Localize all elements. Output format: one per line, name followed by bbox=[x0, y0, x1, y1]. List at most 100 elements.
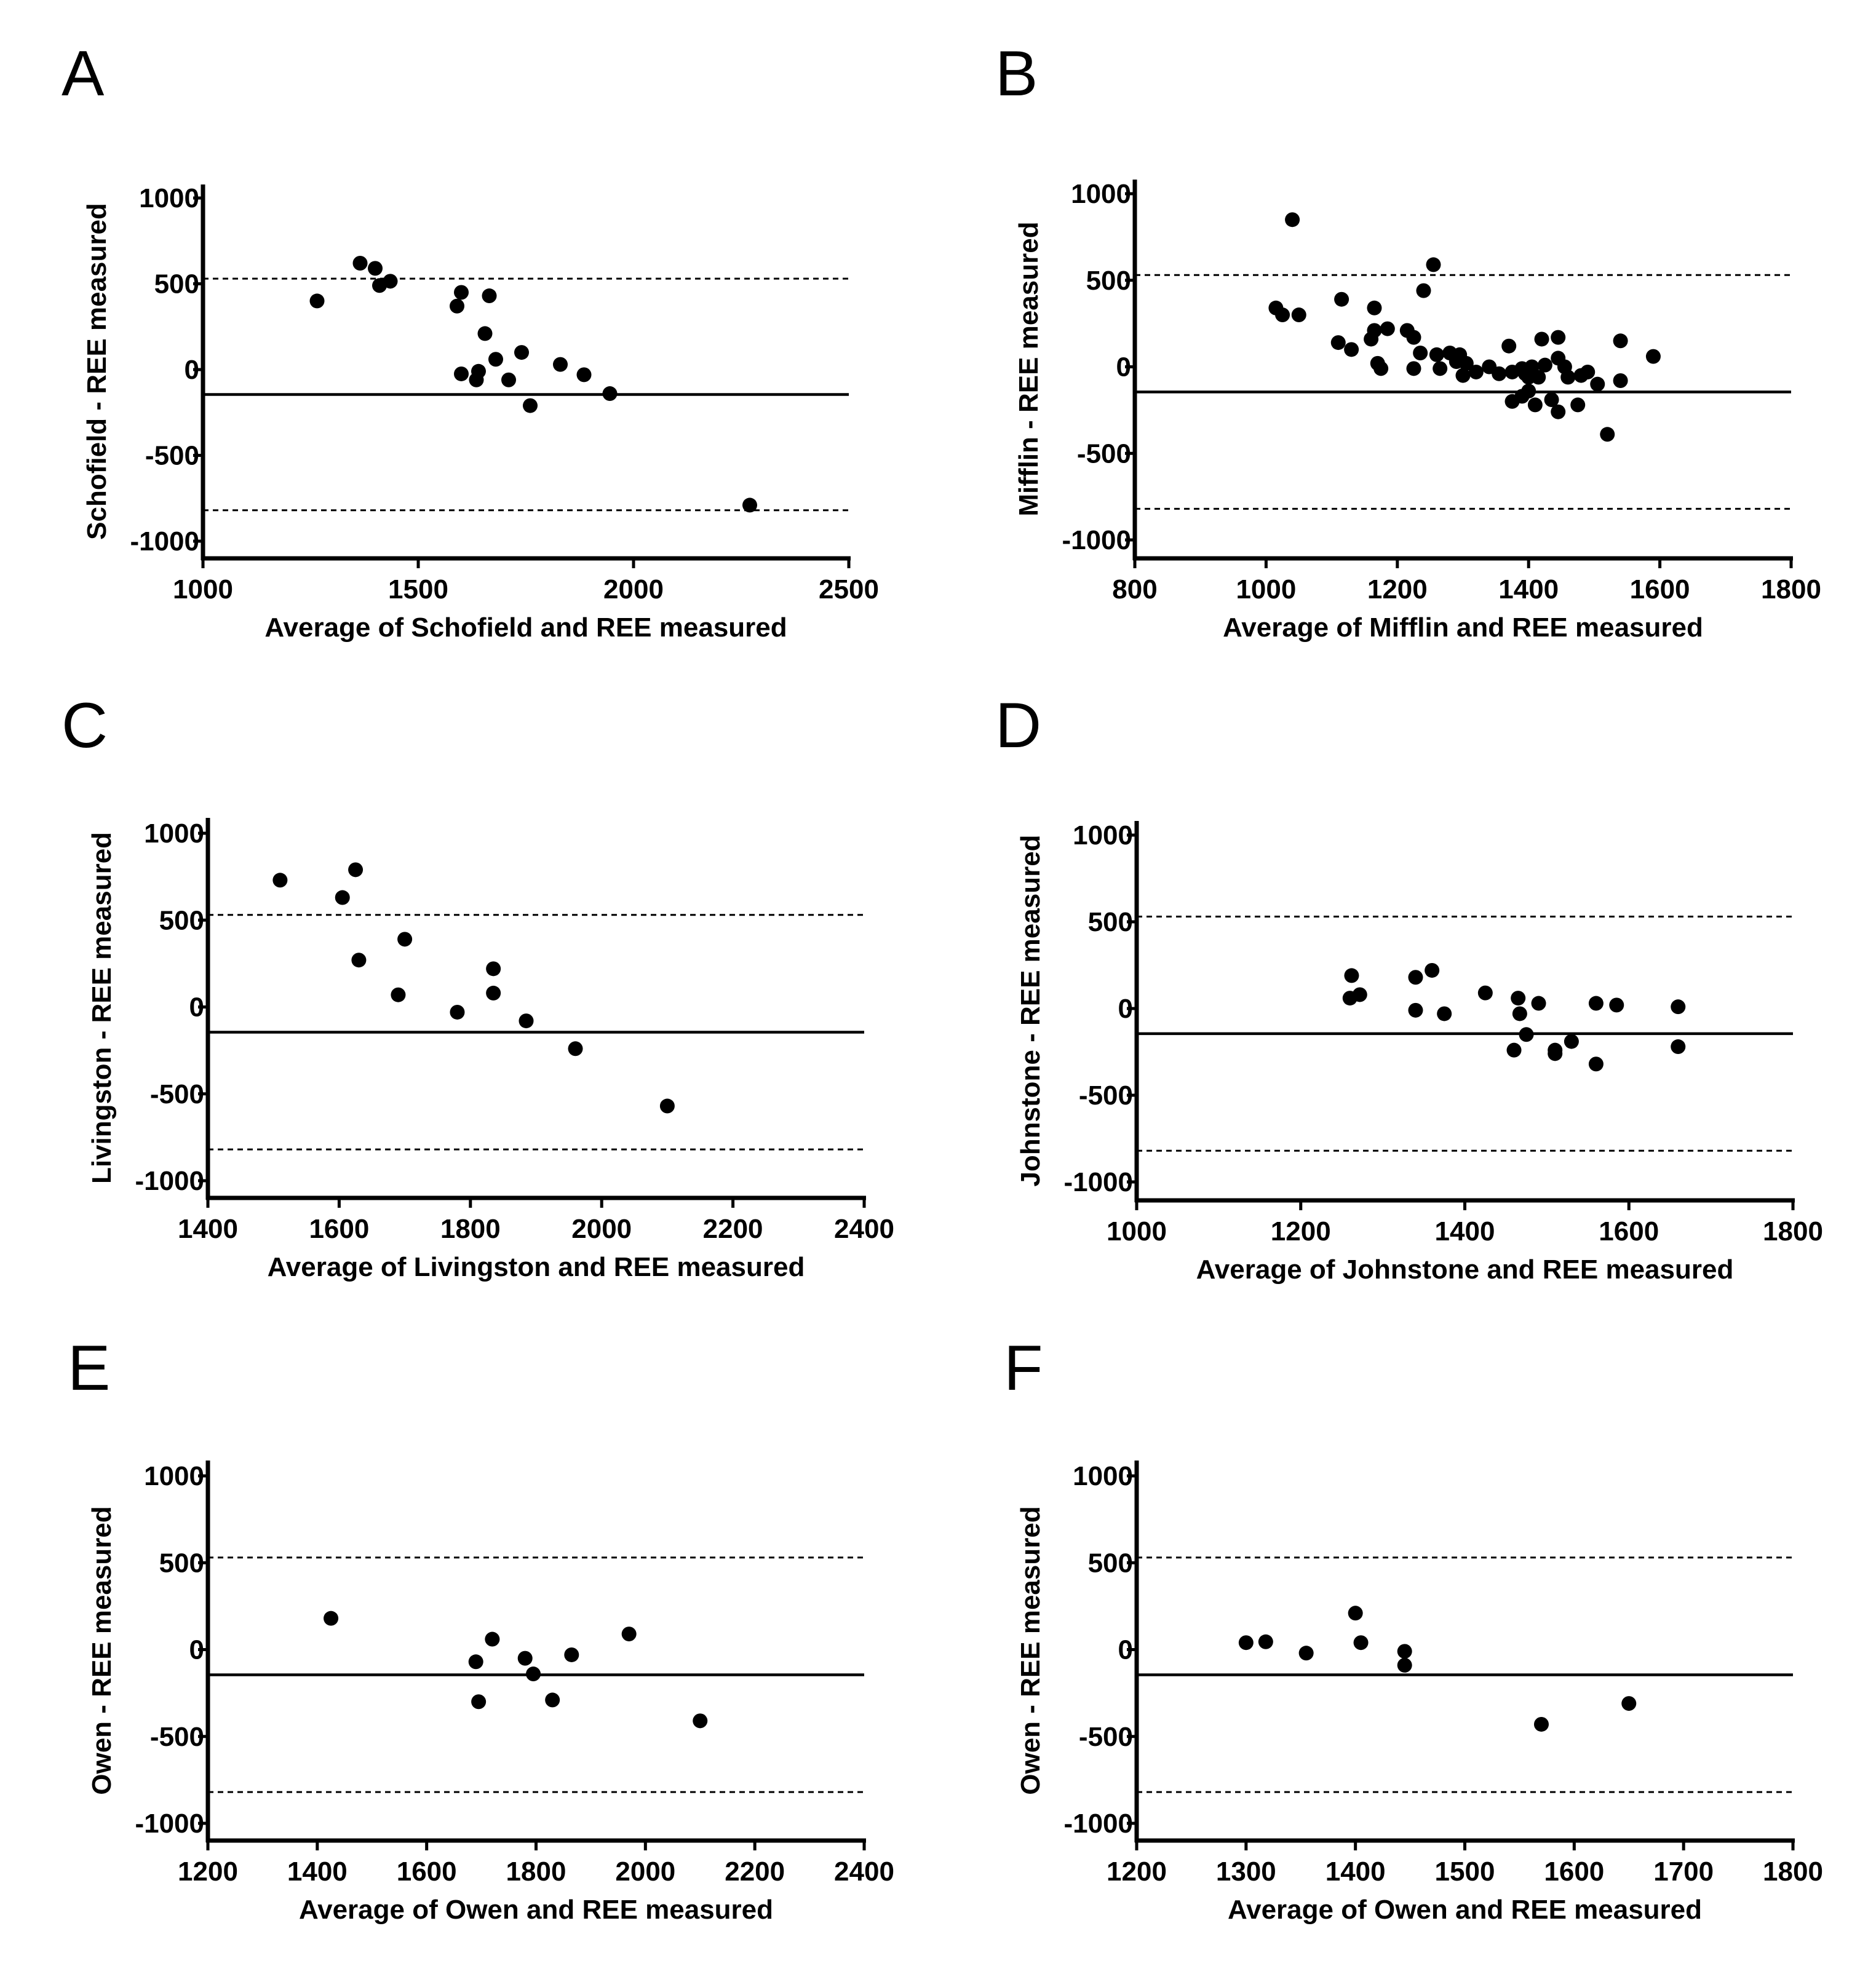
y-tick-label: -500 bbox=[1077, 438, 1131, 469]
data-point bbox=[1334, 291, 1349, 307]
data-point bbox=[1429, 347, 1444, 362]
x-tick-label: 1200 bbox=[1367, 574, 1428, 604]
data-point bbox=[1373, 361, 1389, 376]
x-tick-label: 1000 bbox=[173, 574, 233, 604]
data-point bbox=[1413, 345, 1428, 360]
data-point bbox=[1380, 321, 1395, 336]
x-axis-title: Average of Owen and REE measured bbox=[299, 1895, 773, 1925]
data-point bbox=[1468, 364, 1484, 379]
data-point bbox=[1397, 1644, 1412, 1659]
y-tick-label: -1000 bbox=[135, 1166, 204, 1196]
panel-a: A 1000 500 0 -500 -1000 1000 1500 2000 2500 Averag… bbox=[62, 38, 879, 643]
data-point bbox=[309, 293, 325, 309]
y-tick-label: 0 bbox=[185, 355, 199, 385]
data-point bbox=[454, 366, 469, 381]
y-tick-label: -1000 bbox=[1063, 1167, 1133, 1197]
x-tick-label: 1600 bbox=[1599, 1216, 1659, 1247]
x-tick-label: 1400 bbox=[1435, 1216, 1495, 1247]
y-tick-label: 500 bbox=[159, 905, 204, 935]
x-tick-label: 2000 bbox=[615, 1857, 675, 1887]
data-point bbox=[468, 1654, 483, 1670]
data-point bbox=[576, 367, 592, 382]
y-tick-label: 500 bbox=[159, 1548, 204, 1578]
x-tick-label: 2500 bbox=[819, 574, 879, 604]
y-tick-label: -1000 bbox=[135, 1809, 204, 1839]
data-point bbox=[1353, 1635, 1369, 1651]
data-point bbox=[1367, 300, 1382, 315]
data-point bbox=[482, 288, 497, 304]
x-tick-label: 2400 bbox=[834, 1857, 894, 1887]
data-point bbox=[1258, 1634, 1273, 1649]
data-point bbox=[1671, 999, 1686, 1015]
x-tick-label: 1600 bbox=[1630, 574, 1690, 604]
y-tick-label: 500 bbox=[1086, 266, 1131, 296]
data-point bbox=[1588, 996, 1604, 1011]
data-point bbox=[352, 256, 368, 271]
y-tick-label: 1000 bbox=[1073, 1461, 1133, 1491]
data-point bbox=[477, 326, 493, 341]
data-point bbox=[659, 1098, 675, 1114]
data-point bbox=[348, 862, 364, 878]
y-tick-label: 0 bbox=[1118, 994, 1133, 1024]
panel-letter-a: A bbox=[62, 38, 105, 109]
x-tick-label: 1800 bbox=[1763, 1857, 1823, 1887]
y-tick-label: 1000 bbox=[139, 183, 199, 213]
data-point bbox=[501, 372, 516, 387]
data-point bbox=[1645, 349, 1661, 364]
data-point bbox=[1519, 1027, 1534, 1042]
data-point bbox=[514, 345, 529, 360]
data-point bbox=[324, 1611, 339, 1626]
data-point bbox=[1527, 397, 1543, 413]
data-point bbox=[1344, 342, 1359, 357]
data-point bbox=[486, 985, 501, 1001]
data-point bbox=[1548, 1046, 1563, 1061]
panel-e: E 1000 500 0 -500 -1000 1200 1400 1600 1800 2000 22… bbox=[68, 1333, 894, 1925]
data-point bbox=[1534, 331, 1549, 347]
data-point bbox=[1425, 962, 1440, 978]
y-axis-title: Schofield - REE measured bbox=[82, 203, 112, 540]
y-tick-label: 0 bbox=[1116, 352, 1131, 382]
data-point bbox=[1551, 404, 1566, 419]
x-axis-title: Average of Johnstone and REE measured bbox=[1196, 1255, 1734, 1285]
y-tick-label: 1000 bbox=[144, 819, 204, 849]
x-tick-label: 1400 bbox=[287, 1857, 348, 1887]
x-tick-label: 800 bbox=[1112, 574, 1157, 604]
data-point bbox=[1609, 997, 1624, 1013]
x-axis-title: Average of Owen and REE measured bbox=[1228, 1895, 1702, 1925]
data-point bbox=[351, 953, 367, 968]
data-point bbox=[450, 298, 464, 314]
x-tick-label: 1800 bbox=[1763, 1216, 1823, 1247]
x-tick-label: 1700 bbox=[1653, 1857, 1714, 1887]
data-point bbox=[1455, 368, 1471, 383]
y-tick-label: 500 bbox=[154, 269, 199, 299]
x-tick-label: 1600 bbox=[309, 1214, 369, 1244]
data-point bbox=[545, 1692, 560, 1708]
x-tick-label: 1000 bbox=[1236, 574, 1296, 604]
data-point bbox=[1330, 335, 1346, 351]
data-point bbox=[517, 1651, 533, 1666]
data-point bbox=[454, 285, 469, 300]
data-point bbox=[368, 261, 383, 276]
data-point bbox=[1600, 427, 1615, 442]
data-point bbox=[1512, 1006, 1527, 1021]
data-point bbox=[272, 873, 288, 888]
panel-c: C 1000 500 0 -500 -1000 1400 1600 1800 2000 2200 24… bbox=[62, 690, 894, 1282]
y-tick-label: 1000 bbox=[1073, 820, 1133, 850]
x-tick-label: 1500 bbox=[1435, 1857, 1495, 1887]
data-point bbox=[1531, 996, 1546, 1011]
data-point bbox=[526, 1667, 541, 1682]
y-tick-label: -1000 bbox=[1062, 525, 1131, 555]
data-point bbox=[1397, 1657, 1412, 1673]
data-point bbox=[1433, 361, 1448, 376]
panel-letter-b: B bbox=[995, 38, 1038, 109]
x-tick-label: 2000 bbox=[603, 574, 664, 604]
x-tick-label: 1600 bbox=[397, 1857, 457, 1887]
data-point bbox=[602, 386, 618, 402]
data-point bbox=[1291, 307, 1306, 323]
y-tick-label: 500 bbox=[1088, 907, 1133, 937]
data-point bbox=[1406, 361, 1421, 376]
data-point bbox=[1544, 392, 1559, 407]
data-point bbox=[1613, 333, 1628, 349]
x-tick-label: 1800 bbox=[1761, 574, 1821, 604]
data-point bbox=[1621, 1696, 1637, 1711]
